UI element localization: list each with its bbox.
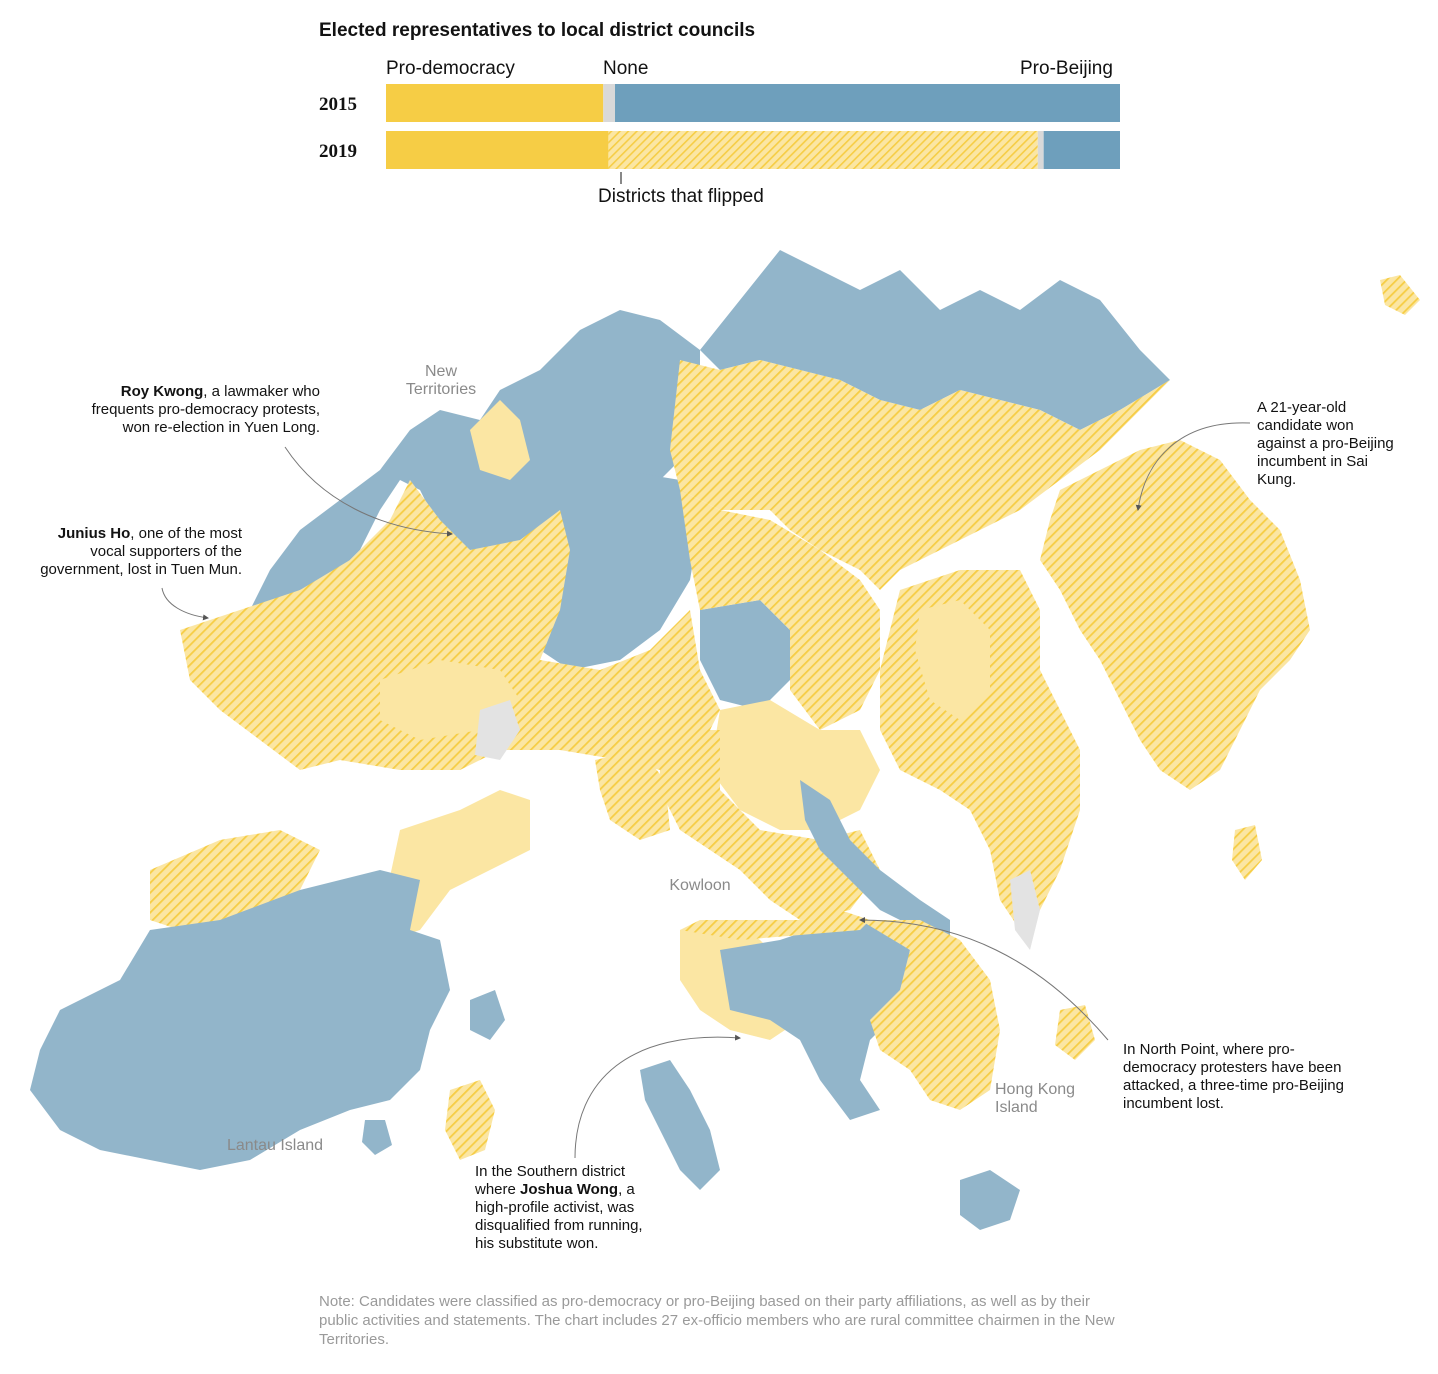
place-label-kowloon: Kowloon xyxy=(669,877,731,894)
bar-2015-pro-democracy xyxy=(386,84,604,122)
region-pro-beijing-shatin xyxy=(700,600,790,710)
legend-pro-beijing: Pro-Beijing xyxy=(1020,58,1113,79)
region-pro-beijing-central xyxy=(530,470,700,670)
region-flipped-islet-1 xyxy=(445,1080,495,1160)
region-flipped-sai-kung xyxy=(1040,440,1310,790)
legend-pro-democracy: Pro-democracy xyxy=(386,58,515,79)
place-label-new-territories: New Territories xyxy=(405,363,477,398)
annotation-southern-district: In the Southern district where Joshua Wo… xyxy=(475,1163,643,1252)
region-pro-democracy-held-3 xyxy=(915,600,990,720)
region-flipped-hk-north xyxy=(680,910,870,940)
region-flipped-tuen-mun xyxy=(180,480,720,770)
hong-kong-district-map xyxy=(30,250,1420,1230)
region-pro-beijing-north xyxy=(700,250,1170,430)
region-flipped-sha-tin xyxy=(680,490,880,730)
bar-2015-pro-beijing xyxy=(615,84,1120,122)
place-label-lantau-island: Lantau Island xyxy=(226,1137,324,1154)
region-pro-democracy-held-lantau-ne xyxy=(385,790,530,940)
annotation-junius-ho: Junius Ho, one of the most vocal support… xyxy=(40,525,242,578)
stacked-bar-chart xyxy=(386,84,1120,184)
bar-2019-pro-democracy xyxy=(386,131,609,169)
region-none-1 xyxy=(475,700,520,760)
chart-title: Elected representatives to local distric… xyxy=(319,20,756,41)
annotation-north-point: In North Point, where pro- democracy pro… xyxy=(1123,1041,1344,1112)
region-pro-beijing-islet-3 xyxy=(362,1120,392,1155)
region-flipped-kowloon xyxy=(660,730,880,920)
annotation-roy-kwong: Roy Kwong, a lawmaker who frequents pro-… xyxy=(91,383,320,436)
region-pro-beijing-kowloon xyxy=(800,780,950,950)
region-flipped-islet-3 xyxy=(1232,825,1262,880)
place-label-hong-kong-island: Hong Kong Island xyxy=(995,1081,1076,1116)
bar-2019-districts-that-flipped xyxy=(608,131,1038,169)
year-label-2019: 2019 xyxy=(319,141,357,162)
region-pro-democracy-held-1 xyxy=(470,400,530,480)
year-label-2015: 2015 xyxy=(319,94,357,115)
region-pro-beijing-islet-2 xyxy=(470,990,505,1040)
region-pro-democracy-held-kowloon xyxy=(710,700,880,830)
region-pro-beijing-lantau xyxy=(30,870,450,1170)
flipped-label: Districts that flipped xyxy=(598,186,764,207)
footnote: Note: Candidates were classified as pro-… xyxy=(319,1293,1115,1348)
region-pro-beijing-islet-1 xyxy=(960,1170,1020,1230)
bar-2019-pro-beijing xyxy=(1043,131,1120,169)
region-flipped-islet-2 xyxy=(1380,275,1420,315)
region-flipped-chek-lap-kok xyxy=(150,830,320,930)
annotation-sai-kung: A 21-year-old candidate won against a pr… xyxy=(1257,399,1394,488)
bar-2015-none xyxy=(603,84,616,122)
region-flipped-islet-4 xyxy=(1055,1005,1095,1060)
bar-2019-none xyxy=(1037,131,1044,169)
legend-none: None xyxy=(603,58,649,79)
region-flipped-tsing-yi xyxy=(595,750,670,840)
region-pro-beijing-northwest xyxy=(240,310,700,630)
region-flipped-tai-po xyxy=(670,360,1170,590)
